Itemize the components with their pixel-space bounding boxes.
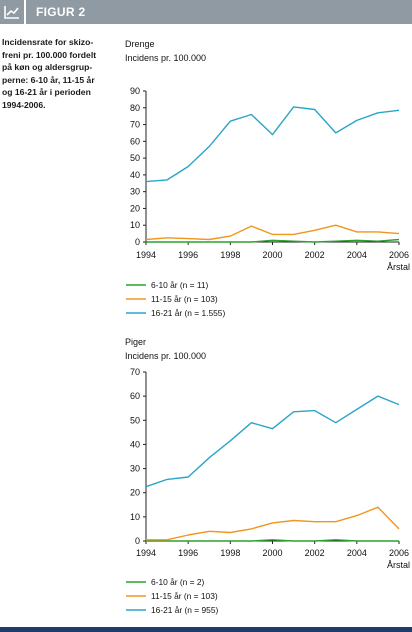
x-tick-label: 2000 [262,250,282,260]
chart-line-icon [0,0,26,24]
y-tick-label: 10 [130,220,140,230]
y-tick-label: 60 [130,136,140,146]
y-tick-label: 90 [130,86,140,96]
y-tick-label: 70 [130,120,140,130]
figure-label: FIGUR 2 [36,5,86,19]
x-axis-label: Årstal [387,560,410,570]
caption-line: 1994-2006. [2,99,46,110]
y-tick-label: 0 [135,237,140,247]
bottom-rule [0,627,412,632]
x-tick-label: 1998 [220,250,240,260]
y-tick-label: 10 [130,512,140,522]
y-tick-label: 20 [130,203,140,213]
caption-line: perne: 6-10 år, 11-15 år [2,74,95,85]
x-tick-label: 2004 [347,250,367,260]
legend-label: 16-21 år (n = 1.555) [151,308,225,318]
y-tick-label: 70 [130,367,140,377]
y-axis-label: Incidens pr. 100.000 [125,351,206,361]
legend-label: 11-15 år (n = 103) [151,591,218,601]
y-tick-label: 50 [130,415,140,425]
figure-header: FIGUR 2 [0,0,412,24]
x-tick-label: 2002 [305,250,325,260]
x-tick-label: 2006 [389,250,409,260]
series-line-1 [146,238,400,243]
x-tick-label: 1996 [178,250,198,260]
legend-label: 6-10 år (n = 2) [151,577,205,587]
caption-line: Incidensrate for skizo- [2,37,94,47]
series-line-3 [145,106,400,183]
caption-line: og 16-21 år i perioden [2,87,91,97]
x-tick-label: 1994 [136,250,156,260]
y-tick-label: 30 [130,464,140,474]
y-tick-label: 0 [135,536,140,546]
series-line-2 [145,224,400,241]
legend-label: 16-21 år (n = 955) [151,605,218,615]
x-tick-label: 1996 [178,548,198,558]
x-tick-label: 2000 [262,548,282,558]
y-tick-label: 30 [130,187,140,197]
y-tick-label: 20 [130,488,140,498]
legend-label: 11-15 år (n = 103) [151,294,218,304]
x-tick-label: 2006 [389,548,409,558]
caption-line: på køn og aldersgrup- [2,62,93,72]
caption-line: freni pr. 100.000 fordelt [2,49,97,60]
x-axis-label: Årstal [387,262,410,272]
x-tick-label: 1998 [220,548,240,558]
series-line-2 [146,506,400,541]
y-tick-label: 60 [130,391,140,401]
chart-title: Drenge [125,39,155,49]
figure-caption: Incidensrate for skizo- freni pr. 100.00… [2,36,110,111]
y-axis-label: Incidens pr. 100.000 [125,53,206,63]
x-tick-label: 1994 [136,548,156,558]
legend-label: 6-10 år (n = 11) [151,280,209,290]
y-tick-label: 80 [130,103,140,113]
series-line-1 [146,539,399,542]
y-tick-label: 50 [130,153,140,163]
y-tick-label: 40 [130,170,140,180]
x-tick-label: 2002 [305,548,325,558]
x-tick-label: 2004 [347,548,367,558]
chart-title: Piger [125,337,146,347]
y-tick-label: 40 [130,439,140,449]
series-line-3 [145,395,400,488]
